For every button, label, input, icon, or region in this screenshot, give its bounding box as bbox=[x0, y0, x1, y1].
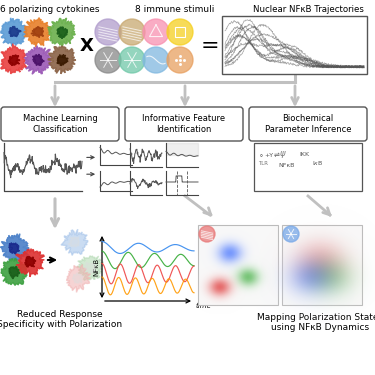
Circle shape bbox=[95, 47, 121, 73]
Polygon shape bbox=[31, 27, 44, 38]
Text: 6 polarizing cytokines: 6 polarizing cytokines bbox=[0, 5, 100, 14]
Polygon shape bbox=[84, 262, 96, 273]
Text: 8 immune stimuli: 8 immune stimuli bbox=[135, 5, 214, 14]
Text: NFκB: NFκB bbox=[93, 258, 99, 276]
Text: TLR: TLR bbox=[258, 161, 268, 166]
FancyBboxPatch shape bbox=[222, 16, 367, 74]
Polygon shape bbox=[68, 237, 79, 247]
Text: Nuclear NFκB Trajectories: Nuclear NFκB Trajectories bbox=[253, 5, 363, 14]
Polygon shape bbox=[33, 54, 44, 66]
Polygon shape bbox=[61, 229, 88, 255]
FancyBboxPatch shape bbox=[254, 143, 362, 191]
Circle shape bbox=[95, 19, 121, 45]
Polygon shape bbox=[24, 46, 51, 74]
Circle shape bbox=[119, 19, 145, 45]
FancyBboxPatch shape bbox=[125, 107, 243, 141]
Circle shape bbox=[283, 226, 299, 242]
Polygon shape bbox=[24, 18, 52, 47]
FancyBboxPatch shape bbox=[282, 225, 362, 305]
FancyBboxPatch shape bbox=[249, 107, 367, 141]
Circle shape bbox=[143, 19, 169, 45]
Polygon shape bbox=[1, 258, 28, 285]
Text: =: = bbox=[201, 36, 219, 56]
Polygon shape bbox=[8, 55, 20, 66]
Polygon shape bbox=[48, 18, 75, 47]
Polygon shape bbox=[0, 234, 30, 261]
Text: Informative Feature
Identification: Informative Feature Identification bbox=[142, 114, 226, 134]
Circle shape bbox=[119, 47, 145, 73]
Text: NFκB: NFκB bbox=[278, 163, 294, 168]
Text: $\rightleftharpoons$: $\rightleftharpoons$ bbox=[272, 151, 281, 159]
Polygon shape bbox=[9, 26, 21, 37]
Polygon shape bbox=[48, 46, 76, 74]
Polygon shape bbox=[1, 44, 27, 74]
Text: $\psi$: $\psi$ bbox=[279, 149, 286, 160]
Polygon shape bbox=[67, 264, 91, 292]
Text: Reduced Response
Specificity with Polarization: Reduced Response Specificity with Polari… bbox=[0, 310, 123, 329]
Text: X: X bbox=[80, 37, 94, 55]
Text: IKK: IKK bbox=[299, 152, 309, 157]
Circle shape bbox=[143, 47, 169, 73]
Text: Biochemical
Parameter Inference: Biochemical Parameter Inference bbox=[265, 114, 351, 134]
Polygon shape bbox=[25, 256, 36, 267]
Text: I$\kappa$B: I$\kappa$B bbox=[312, 159, 323, 167]
Circle shape bbox=[167, 47, 193, 73]
Polygon shape bbox=[72, 273, 83, 283]
Text: $\circ$: $\circ$ bbox=[258, 150, 264, 159]
FancyBboxPatch shape bbox=[198, 225, 278, 305]
Circle shape bbox=[167, 19, 193, 45]
Text: +Y: +Y bbox=[264, 153, 273, 158]
FancyBboxPatch shape bbox=[1, 107, 119, 141]
Polygon shape bbox=[57, 55, 68, 66]
Circle shape bbox=[199, 226, 215, 242]
Text: time: time bbox=[196, 303, 212, 309]
Polygon shape bbox=[1, 18, 27, 46]
Polygon shape bbox=[76, 256, 104, 280]
Polygon shape bbox=[57, 27, 68, 39]
Text: Machine Learning
Classification: Machine Learning Classification bbox=[22, 114, 98, 134]
Polygon shape bbox=[9, 243, 20, 254]
Text: Mapping Polarization States
using NFκB Dynamics: Mapping Polarization States using NFκB D… bbox=[257, 313, 375, 332]
Polygon shape bbox=[9, 267, 20, 279]
Polygon shape bbox=[16, 249, 44, 277]
